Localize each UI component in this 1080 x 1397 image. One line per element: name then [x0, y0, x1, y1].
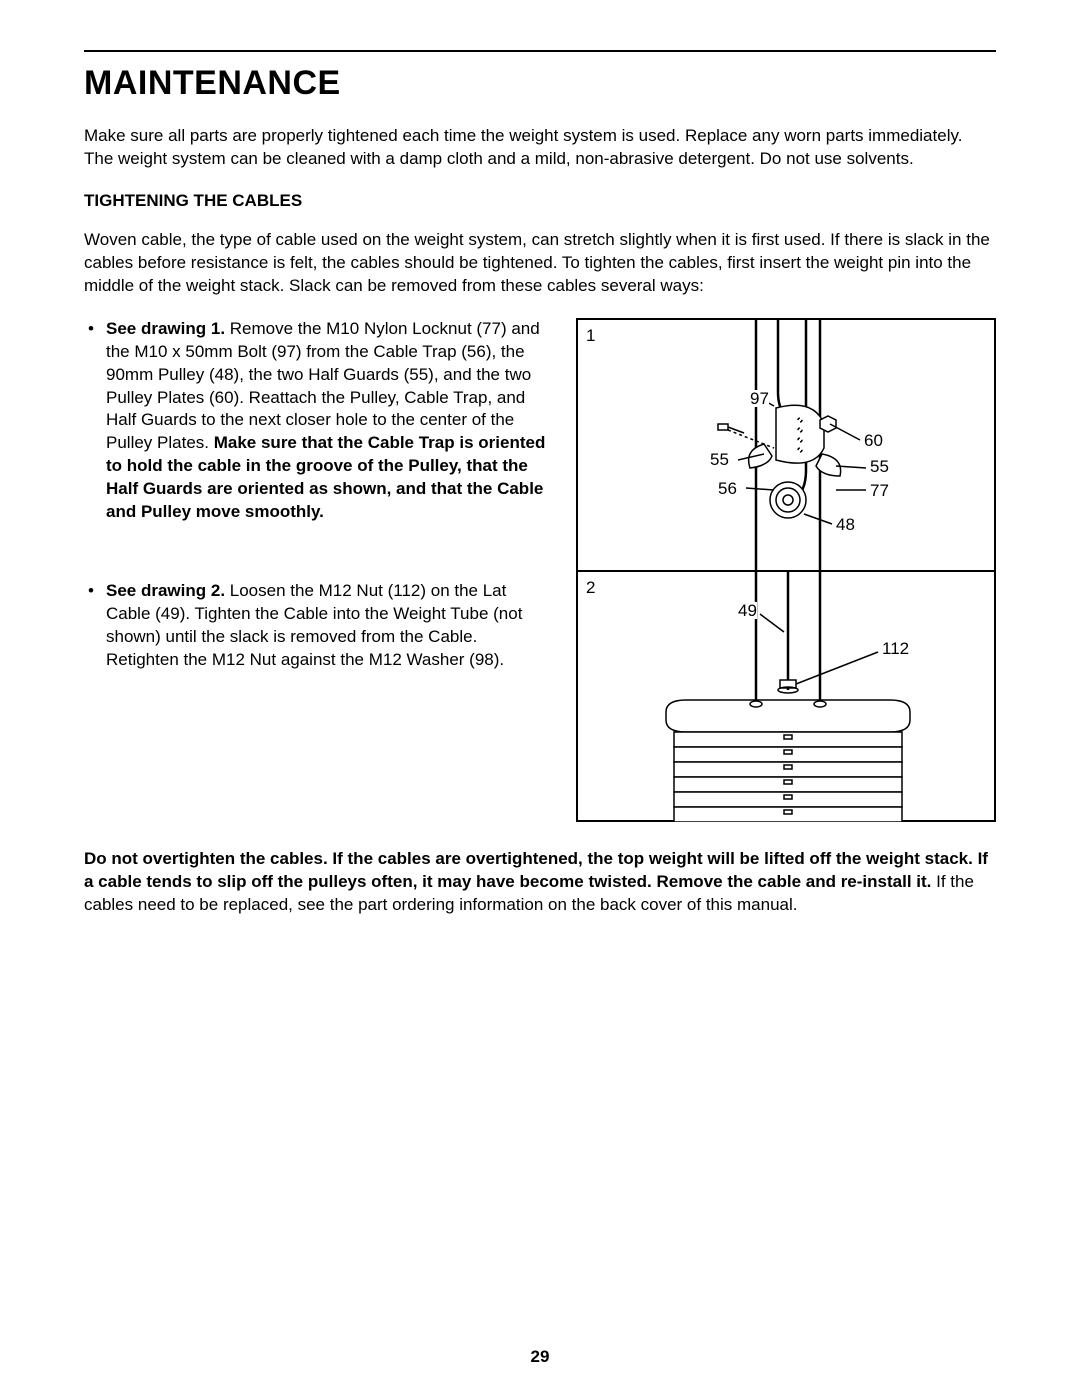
callout-112: 112 — [882, 640, 909, 657]
drawing-panel-2: 2 — [578, 570, 994, 820]
drawings-box: 1 — [576, 318, 996, 822]
drawing-2-svg — [578, 572, 994, 822]
footer-paragraph: Do not overtighten the cables. If the ca… — [84, 848, 996, 917]
callout-56: 56 — [718, 480, 737, 497]
cables-paragraph: Woven cable, the type of cable used on t… — [84, 229, 996, 298]
callout-97: 97 — [750, 390, 769, 407]
instruction-list: See drawing 1. Remove the M10 Nylon Lock… — [84, 318, 552, 672]
panel-number: 1 — [586, 326, 595, 346]
left-column: See drawing 1. Remove the M10 Nylon Lock… — [84, 318, 552, 728]
callout-48: 48 — [836, 516, 855, 533]
manual-page: MAINTENANCE Make sure all parts are prop… — [0, 0, 1080, 1397]
weight-stack — [674, 732, 902, 822]
callout-55a: 55 — [710, 451, 729, 468]
two-column-layout: See drawing 1. Remove the M10 Nylon Lock… — [84, 318, 996, 822]
callout-49: 49 — [738, 602, 757, 619]
intro-paragraph: Make sure all parts are properly tighten… — [84, 125, 996, 171]
callout-60: 60 — [864, 432, 883, 449]
top-rule — [84, 50, 996, 52]
callout-55b: 55 — [870, 458, 889, 475]
callout-77: 77 — [870, 482, 889, 499]
footer-bold: Do not overtighten the cables. If the ca… — [84, 849, 988, 891]
page-number: 29 — [0, 1347, 1080, 1367]
instruction-item-1: See drawing 1. Remove the M10 Nylon Lock… — [106, 318, 552, 524]
instruction-lead: See drawing 2. — [106, 581, 225, 600]
drawing-1-svg — [578, 320, 994, 570]
panel-number: 2 — [586, 578, 595, 598]
instruction-item-2: See drawing 2. Loosen the M12 Nut (112) … — [106, 580, 552, 672]
instruction-lead: See drawing 1. — [106, 319, 225, 338]
section-subhead: TIGHTENING THE CABLES — [84, 191, 996, 211]
page-title: MAINTENANCE — [84, 64, 996, 103]
drawing-panel-1: 1 — [578, 320, 994, 570]
